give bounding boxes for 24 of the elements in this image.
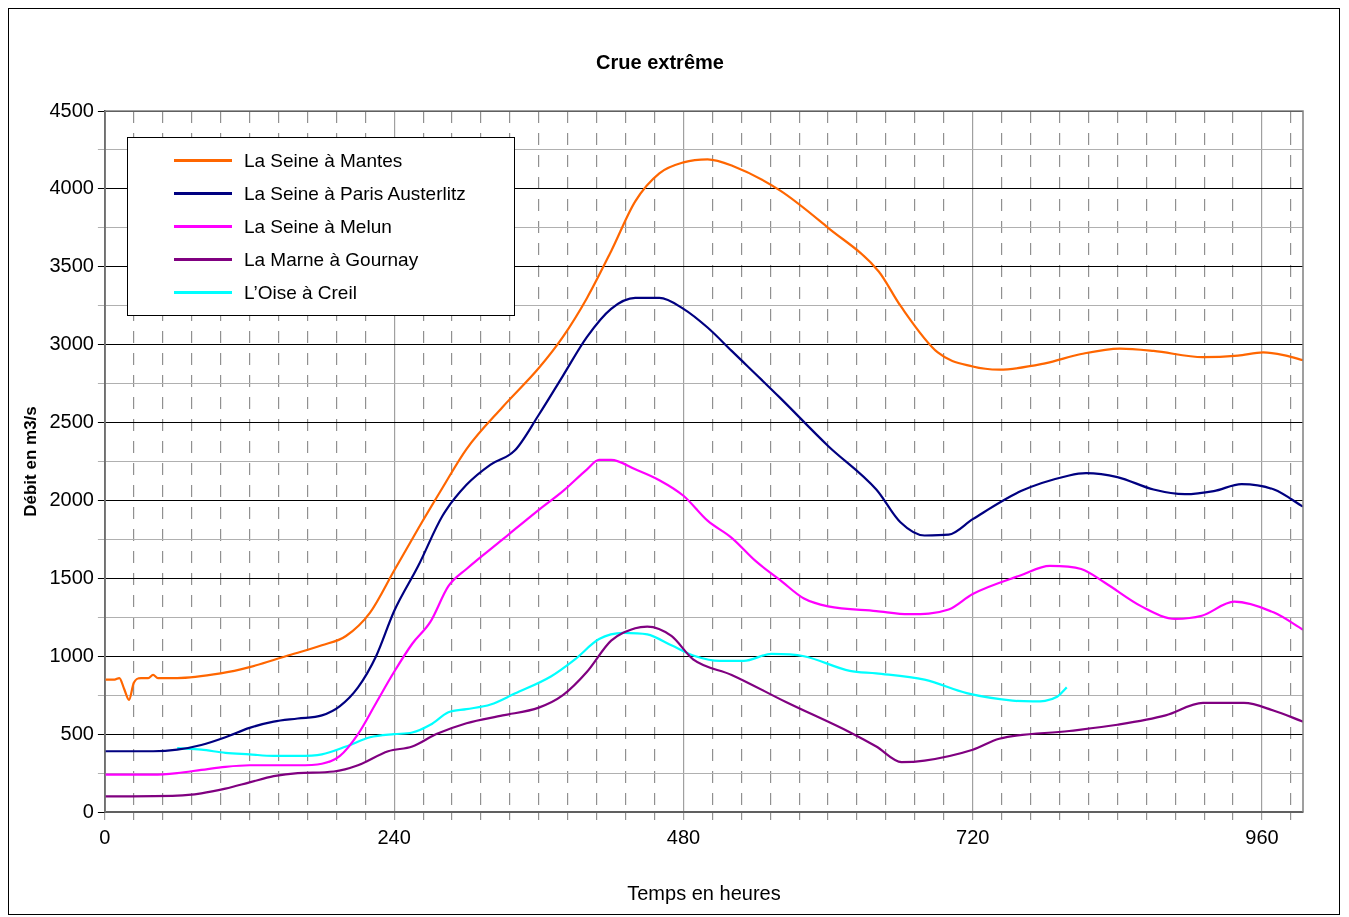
x-tick-label: 960 xyxy=(1245,825,1279,848)
legend-label: L’Oise à Creil xyxy=(243,281,357,304)
y-tick-label: 500 xyxy=(60,721,94,744)
y-tick-label: 4000 xyxy=(49,176,94,199)
y-tick-label: 2000 xyxy=(49,487,94,510)
y-tick-label: 3000 xyxy=(49,332,94,355)
y-tick-label: 4500 xyxy=(49,98,94,121)
x-tick-label: 240 xyxy=(377,825,411,848)
x-tick-label: 0 xyxy=(99,825,111,848)
legend-label: La Marne à Gournay xyxy=(243,248,419,271)
legend-label: La Seine à Mantes xyxy=(243,149,403,172)
x-axis-title: Temps en heures xyxy=(627,881,781,904)
line-series xyxy=(176,631,1068,758)
legend-label: La Seine à Melun xyxy=(243,215,392,238)
chart-title: Crue extrême xyxy=(596,50,724,73)
y-tick-label: 0 xyxy=(82,799,94,822)
x-tick-label: 480 xyxy=(666,825,701,848)
legend-label: La Seine à Paris Austerlitz xyxy=(243,182,466,205)
y-tick-label: 1500 xyxy=(49,565,94,588)
y-tick-label: 2500 xyxy=(49,410,94,433)
y-axis-title: Débit en m3/s xyxy=(20,406,40,517)
x-tick-label: 720 xyxy=(956,825,990,848)
y-tick-label: 3500 xyxy=(49,254,94,277)
y-tick-label: 1000 xyxy=(49,643,94,666)
